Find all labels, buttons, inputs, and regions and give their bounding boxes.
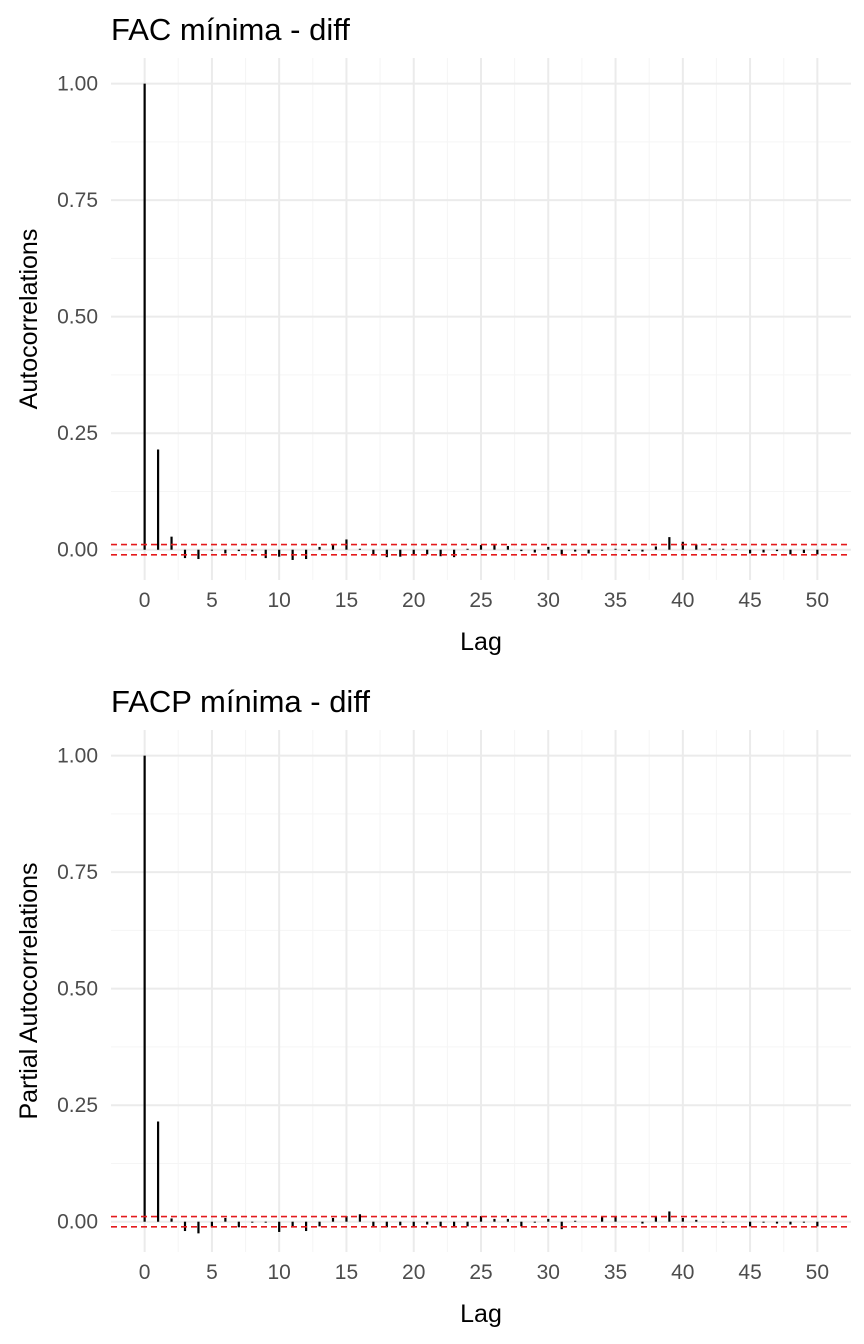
- acf-y-tick-label: 0.25: [57, 422, 98, 445]
- pacf-y-tick-label: 0.00: [57, 1211, 98, 1234]
- pacf-panel: FACP mínima - diff 0.00 0.25 0.50 0.75 1.00 0…: [0, 672, 864, 1344]
- acf-x-tick-label: 10: [268, 589, 291, 612]
- pacf-x-tick-label: 35: [604, 1261, 627, 1284]
- pacf-x-tick-label: 25: [469, 1261, 492, 1284]
- acf-x-axis-title: Lag: [460, 628, 502, 656]
- acf-y-tick-label: 1.00: [57, 73, 98, 96]
- acf-x-tick-label: 0: [139, 589, 151, 612]
- pacf-plot: 0.00 0.25 0.50 0.75 1.00 0 5 10 15 20 25 30 35 40 45 50…: [15, 730, 851, 1328]
- acf-panel: FAC mínima - diff 0.00 0.25 0.50 0.75 1.00 0 5…: [15, 12, 851, 656]
- pacf-y-tick-label: 0.50: [57, 978, 98, 1001]
- acf-x-tick-label: 45: [738, 589, 761, 612]
- acf-x-tick-label: 35: [604, 589, 627, 612]
- acf-bars: [143, 83, 819, 560]
- pacf-x-axis-title: Lag: [460, 1300, 502, 1328]
- pacf-y-tick-label: 0.75: [57, 861, 98, 884]
- pacf-bars: [143, 755, 819, 1234]
- pacf-y-tick-label: 1.00: [57, 745, 98, 768]
- pacf-x-tick-label: 5: [206, 1261, 218, 1284]
- acf-x-tick-label: 50: [806, 589, 829, 612]
- acf-x-tick-label: 15: [335, 589, 358, 612]
- acf-grid: [111, 58, 851, 580]
- pacf-y-axis-title: Partial Autocorrelations: [15, 862, 43, 1119]
- pacf-x-tick-label: 40: [671, 1261, 694, 1284]
- acf-x-tick-label: 20: [402, 589, 425, 612]
- acf-chart-title: FAC mínima - diff: [111, 12, 350, 47]
- acf-y-tick-label: 0.50: [57, 306, 98, 329]
- acf-plot: 0.00 0.25 0.50 0.75 1.00 0 5 10 15 20 25 30 35 40 45 50…: [15, 58, 851, 656]
- pacf-y-tick-label: 0.25: [57, 1094, 98, 1117]
- acf-x-tick-label: 40: [671, 589, 694, 612]
- pacf-x-tick-label: 15: [335, 1261, 358, 1284]
- pacf-x-tick-label: 30: [537, 1261, 560, 1284]
- pacf-x-tick-label: 10: [268, 1261, 291, 1284]
- acf-x-tick-label: 30: [537, 589, 560, 612]
- acf-y-tick-label: 0.00: [57, 539, 98, 562]
- pacf-grid: [111, 730, 851, 1252]
- pacf-x-tick-label: 45: [738, 1261, 761, 1284]
- pacf-x-tick-label: 50: [806, 1261, 829, 1284]
- acf-y-tick-label: 0.75: [57, 189, 98, 212]
- acf-x-tick-label: 5: [206, 589, 218, 612]
- pacf-x-tick-label: 20: [402, 1261, 425, 1284]
- pacf-chart-title: FACP mínima - diff: [111, 684, 370, 719]
- acf-y-axis-title: Autocorrelations: [15, 229, 43, 410]
- pacf-x-tick-label: 0: [139, 1261, 151, 1284]
- acf-x-tick-label: 25: [469, 589, 492, 612]
